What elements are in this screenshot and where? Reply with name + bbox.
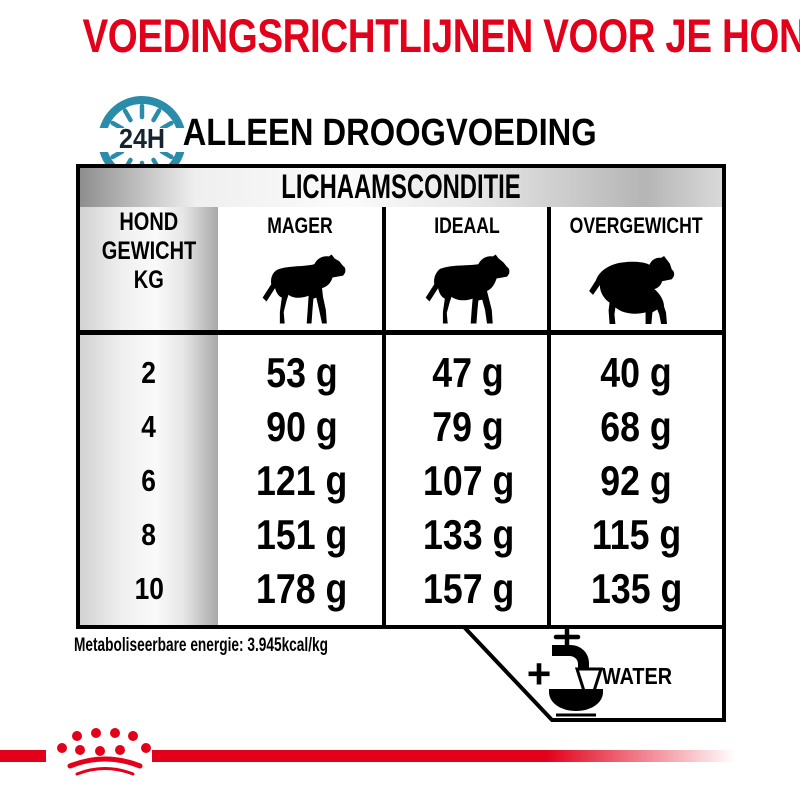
weight-header-line-3: KG (134, 266, 164, 294)
condition-label-ideaal: IDEAAL (433, 213, 500, 238)
water-label: WATER (602, 663, 672, 689)
energy-note-text: Metaboliseerbare energie: 3.945kcal/kg (74, 635, 328, 656)
dry-food-heading-text: ALLEEN DROOGVOEDING (183, 112, 597, 154)
amount-cell: 79 g (432, 403, 505, 450)
amount-cell: 135 g (590, 565, 683, 612)
weight-cell: 6 (141, 463, 157, 498)
table-row: 4 90 g 79 g 68 g (80, 400, 722, 454)
clock-24h-label: 24H (119, 123, 165, 154)
amount-cell: 121 g (256, 457, 348, 504)
amount-cell: 178 g (256, 565, 348, 612)
column-divider-1 (382, 207, 386, 625)
body-condition-header: LICHAAMSCONDITIE (80, 168, 722, 207)
weight-header-line-2: GEWICHT (101, 237, 197, 265)
weight-cell: 10 (134, 571, 164, 606)
amount-cell: 133 g (422, 511, 515, 558)
column-divider-2 (547, 207, 551, 625)
amount-cell: 107 g (422, 457, 515, 504)
amount-cell: 53 g (266, 349, 338, 396)
condition-label-mager: MAGER (267, 213, 333, 238)
amount-cell: 68 g (600, 403, 673, 450)
table-row: 8 151 g 133 g 115 g (80, 508, 722, 562)
amount-cell: 40 g (600, 349, 673, 396)
amount-cell: 151 g (256, 511, 348, 558)
brand-crown-icon (57, 728, 151, 776)
page-title: VOEDINGSRICHTLIJNEN VOOR JE HOND (0, 12, 800, 59)
table-body: 2 53 g 47 g 40 g 4 90 g 79 g 68 g 6 121 … (80, 346, 722, 616)
amount-cell: 157 g (422, 565, 515, 612)
amount-cell: 115 g (591, 511, 682, 558)
table-row: 6 121 g 107 g 92 g (80, 454, 722, 508)
water-callout: + WATER (459, 625, 726, 722)
dog-ideal-icon (425, 254, 510, 324)
body-condition-header-text: LICHAAMSCONDITIE (281, 168, 521, 206)
dog-thin-icon (262, 254, 346, 324)
faucet-icon (549, 627, 604, 717)
amount-cell: 47 g (432, 349, 505, 396)
weight-cell: 2 (141, 355, 157, 390)
amount-cell: 90 g (266, 403, 338, 450)
dog-overweight-icon (589, 255, 675, 325)
weight-column-background (80, 207, 218, 625)
page-title-text: VOEDINGSRICHTLIJNEN VOOR JE HOND (82, 9, 800, 62)
clock-label-backplate (96, 128, 188, 152)
amount-cell: 92 g (600, 457, 673, 504)
header-divider-rule (80, 330, 722, 335)
energy-note: Metaboliseerbare energie: 3.945kcal/kg (74, 635, 427, 657)
weight-cell: 8 (141, 517, 157, 552)
condition-label-overgewicht: OVERGEWICHT (569, 213, 703, 238)
red-divider-bar-left (0, 750, 46, 762)
dry-food-heading: ALLEEN DROOGVOEDING (130, 114, 650, 152)
feeding-table: LICHAAMSCONDITIE HOND GEWICHT KG MAGER I… (76, 164, 726, 629)
weight-column-header: HOND GEWICHT KG (80, 208, 218, 295)
table-row: 2 53 g 47 g 40 g (80, 346, 722, 400)
weight-header-line-1: HOND (119, 208, 179, 236)
table-row: 10 178 g 157 g 135 g (80, 562, 722, 616)
plus-sign: + (527, 650, 552, 697)
weight-cell: 4 (141, 409, 157, 444)
red-divider-bar-right (152, 750, 748, 762)
